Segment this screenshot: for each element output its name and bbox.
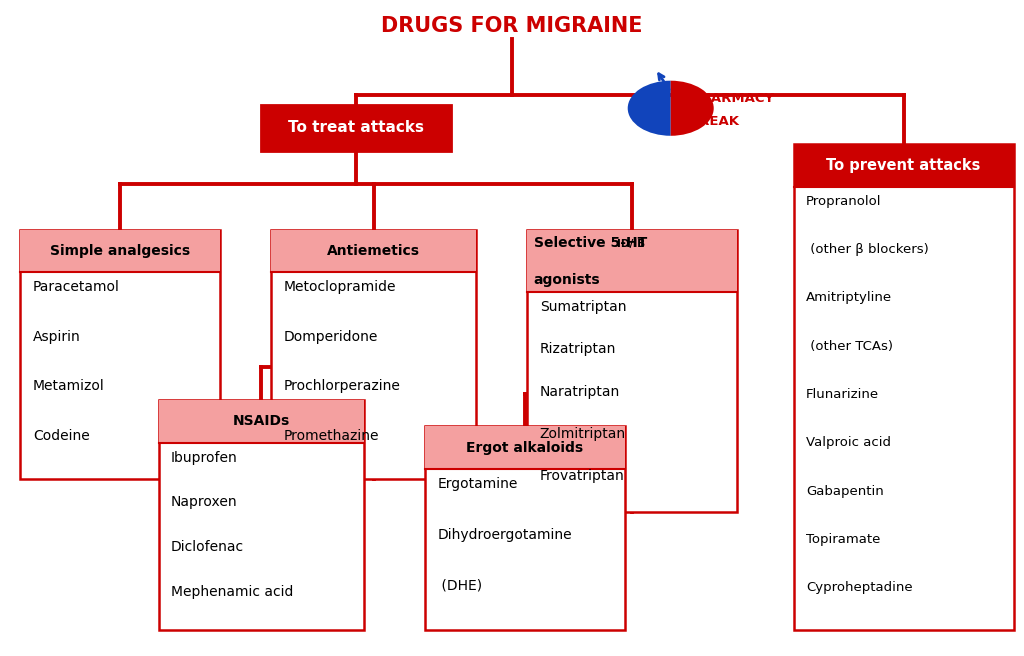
Text: Amitriptyline: Amitriptyline <box>806 291 892 304</box>
Text: Aspirin: Aspirin <box>33 330 81 344</box>
FancyBboxPatch shape <box>527 230 737 512</box>
FancyBboxPatch shape <box>20 230 220 479</box>
Text: Rizatriptan: Rizatriptan <box>540 342 616 356</box>
Text: Zolmitriptan: Zolmitriptan <box>540 427 626 441</box>
Text: DRUGS FOR MIGRAINE: DRUGS FOR MIGRAINE <box>381 16 643 36</box>
FancyBboxPatch shape <box>261 105 451 151</box>
Text: Selective 5-HT: Selective 5-HT <box>534 236 647 250</box>
Text: Simple analgesics: Simple analgesics <box>50 244 190 258</box>
Text: Mephenamic acid: Mephenamic acid <box>171 585 294 599</box>
FancyBboxPatch shape <box>271 230 476 272</box>
Text: Domperidone: Domperidone <box>284 330 378 344</box>
Text: Antiemetics: Antiemetics <box>328 244 420 258</box>
Text: (other β blockers): (other β blockers) <box>806 243 929 256</box>
FancyBboxPatch shape <box>159 400 364 630</box>
Text: agonists: agonists <box>534 273 600 287</box>
Text: Sumatriptan: Sumatriptan <box>540 300 626 314</box>
FancyBboxPatch shape <box>794 144 1014 630</box>
Text: (DHE): (DHE) <box>437 579 482 593</box>
Text: Codeine: Codeine <box>33 429 89 443</box>
Wedge shape <box>628 81 671 136</box>
Text: Propranolol: Propranolol <box>806 195 882 208</box>
Text: Gabapentin: Gabapentin <box>806 485 884 498</box>
Text: Ergot alkaloids: Ergot alkaloids <box>466 441 584 455</box>
Text: FREAK: FREAK <box>691 115 740 128</box>
Text: To treat attacks: To treat attacks <box>288 121 424 135</box>
Text: Flunarizine: Flunarizine <box>806 388 879 401</box>
Text: Naratriptan: Naratriptan <box>540 384 620 399</box>
FancyBboxPatch shape <box>20 230 220 272</box>
FancyBboxPatch shape <box>425 426 625 469</box>
Text: (other TCAs): (other TCAs) <box>806 340 893 353</box>
Text: Metamizol: Metamizol <box>33 379 104 394</box>
Text: Frovatriptan: Frovatriptan <box>540 469 625 483</box>
Text: Metoclopramide: Metoclopramide <box>284 280 396 294</box>
Text: Promethazine: Promethazine <box>284 429 379 443</box>
Text: PHARMACY: PHARMACY <box>691 92 775 105</box>
FancyBboxPatch shape <box>271 230 476 479</box>
Text: Paracetamol: Paracetamol <box>33 280 120 294</box>
FancyBboxPatch shape <box>794 144 1014 187</box>
Text: Topiramate: Topiramate <box>806 533 881 546</box>
Text: ID/IB: ID/IB <box>616 239 645 249</box>
Text: Diclofenac: Diclofenac <box>171 541 244 554</box>
FancyBboxPatch shape <box>159 400 364 443</box>
Text: Naproxen: Naproxen <box>171 495 238 510</box>
Text: Prochlorperazine: Prochlorperazine <box>284 379 400 394</box>
Wedge shape <box>671 81 714 136</box>
FancyBboxPatch shape <box>527 230 737 292</box>
Text: Ibuprofen: Ibuprofen <box>171 451 238 464</box>
Text: Dihydroergotamine: Dihydroergotamine <box>437 528 571 542</box>
FancyBboxPatch shape <box>425 426 625 630</box>
Text: Valproic acid: Valproic acid <box>806 436 891 449</box>
Text: NSAIDs: NSAIDs <box>232 415 290 428</box>
Text: Ergotamine: Ergotamine <box>437 477 517 491</box>
Text: Cyproheptadine: Cyproheptadine <box>806 581 912 594</box>
Text: To prevent attacks: To prevent attacks <box>826 158 981 173</box>
